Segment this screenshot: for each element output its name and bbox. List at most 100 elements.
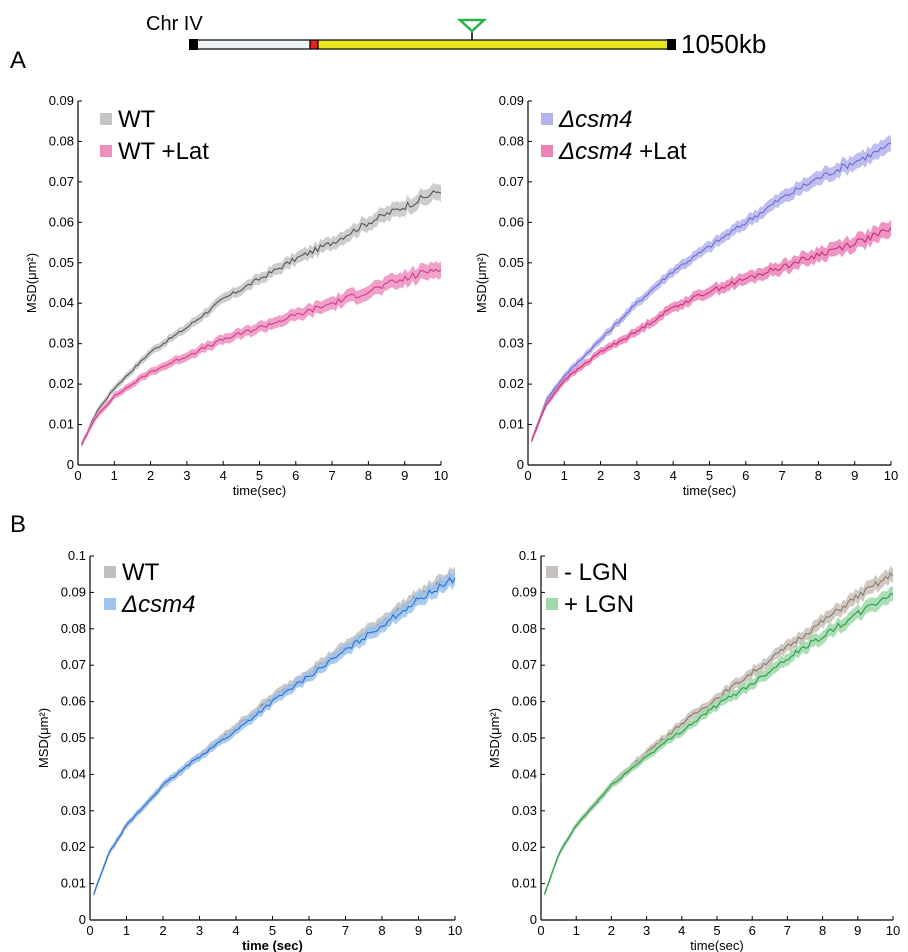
y-axis-label: MSD(μm²)	[474, 253, 489, 313]
series-band-1	[93, 570, 455, 897]
x-tick-label: 5	[706, 468, 713, 483]
x-tick-label: 4	[670, 468, 677, 483]
y-tick-label: 0.06	[512, 694, 537, 709]
x-tick-label: 5	[713, 923, 720, 938]
legend-label: Δcsm4	[558, 106, 632, 133]
x-tick-label: 6	[742, 468, 749, 483]
legend-label: WT +Lat	[118, 138, 209, 165]
y-tick-label: 0.1	[68, 548, 86, 563]
series-band-0	[81, 182, 441, 448]
chart-b-right: 0 1 2 3 4 5 6 7 8 9 10 0 0.01 0.02 0.03 0.04 0.05 0.06 0.0…	[487, 548, 900, 952]
legend-swatch	[546, 598, 558, 610]
x-tick-label: 7	[342, 923, 349, 938]
legend-swatch	[546, 566, 558, 578]
series-band-1	[81, 261, 441, 449]
x-tick-label: 0	[524, 468, 531, 483]
y-tick-label: 0.04	[512, 766, 537, 781]
y-tick-label: 0.09	[49, 93, 74, 108]
x-tick-label: 7	[784, 923, 791, 938]
x-tick-label: 8	[378, 923, 385, 938]
chart-a-right: 0 1 2 3 4 5 6 7 8 9 10 0 0.01 0.02 0.03 0.04 0.05 0.06 0.0…	[474, 93, 898, 498]
y-tick-label: 0.1	[519, 548, 537, 563]
y-tick-label: 0.07	[499, 174, 524, 189]
y-tick-label: 0.01	[61, 876, 86, 891]
locus-triangle-icon	[456, 18, 488, 33]
x-tick-label: 4	[220, 468, 227, 483]
chart-b-left: 0 1 2 3 4 5 6 7 8 9 10 0 0.01 0.02 0.03 0.04 0.05 0.06 0.0…	[36, 548, 462, 952]
chart-a-left: 0 1 2 3 4 5 6 7 8 9 10 0 0.01 0.02 0.03 0.04 0.05 0.06 0.0…	[24, 93, 448, 498]
chromosome-name: Chr IV	[146, 13, 203, 35]
x-tick-label: 1	[123, 923, 130, 938]
x-tick-label: 8	[815, 468, 822, 483]
x-tick-label: 6	[292, 468, 299, 483]
y-tick-label: 0	[530, 912, 537, 927]
y-tick-label: 0.01	[512, 876, 537, 891]
y-tick-label: 0.08	[512, 621, 537, 636]
y-tick-label: 0.04	[499, 295, 524, 310]
y-tick-label: 0.02	[512, 839, 537, 854]
x-tick-label: 0	[74, 468, 81, 483]
x-tick-label: 2	[597, 468, 604, 483]
y-tick-label: 0.09	[499, 93, 524, 108]
y-axis-label: MSD(μm²)	[36, 708, 51, 768]
x-tick-label: 0	[86, 923, 93, 938]
y-tick-label: 0.01	[49, 417, 74, 432]
y-tick-label: 0.08	[61, 621, 86, 636]
x-axis-label: time(sec)	[233, 483, 286, 498]
legend-swatch	[104, 566, 116, 578]
x-tick-label: 2	[608, 923, 615, 938]
series-line-1	[543, 593, 894, 895]
x-tick-label: 6	[305, 923, 312, 938]
x-tick-label: 5	[256, 468, 263, 483]
x-tick-label: 9	[854, 923, 861, 938]
x-axis-label: time(sec)	[683, 483, 736, 498]
panel-label-a: A	[10, 47, 26, 74]
y-tick-label: 0.02	[499, 376, 524, 391]
y-tick-label: 0.05	[499, 255, 524, 270]
chromosome-length: 1050kb	[681, 29, 766, 59]
chromosome-left-end	[189, 39, 198, 50]
x-tick-label: 7	[778, 468, 785, 483]
x-tick-label: 0	[537, 923, 544, 938]
legend-label: - LGN	[564, 559, 628, 586]
y-axis-label: MSD(μm²)	[487, 708, 502, 768]
x-axis-label: time(sec)	[690, 938, 743, 952]
chromosome-right-arm	[317, 39, 671, 50]
y-tick-label: 0.07	[49, 174, 74, 189]
y-tick-label: 0	[67, 457, 74, 472]
y-tick-label: 0	[517, 457, 524, 472]
y-tick-label: 0.07	[61, 657, 86, 672]
y-tick-label: 0.08	[499, 133, 524, 148]
legend-swatch	[541, 145, 553, 157]
x-tick-label: 9	[415, 923, 422, 938]
y-tick-label: 0.05	[61, 730, 86, 745]
y-tick-label: 0.01	[499, 417, 524, 432]
x-tick-label: 1	[111, 468, 118, 483]
y-tick-label: 0.09	[512, 584, 537, 599]
centromere-marker	[309, 39, 319, 50]
y-tick-label: 0.08	[49, 133, 74, 148]
y-tick-label: 0.02	[49, 376, 74, 391]
y-tick-label: 0.03	[61, 803, 86, 818]
x-tick-label: 1	[561, 468, 568, 483]
y-tick-label: 0.04	[49, 295, 74, 310]
x-tick-label: 4	[678, 923, 685, 938]
x-axis-label: time (sec)	[242, 938, 303, 952]
x-tick-label: 10	[448, 923, 462, 938]
series-band-0	[544, 565, 893, 897]
chromosome-schematic: Chr IV 1050kb	[146, 13, 766, 59]
series-line-1	[531, 227, 892, 442]
x-tick-label: 5	[269, 923, 276, 938]
legend-label: WT	[122, 559, 160, 586]
x-tick-label: 3	[196, 923, 203, 938]
x-tick-label: 9	[401, 468, 408, 483]
x-tick-label: 3	[183, 468, 190, 483]
y-tick-label: 0.04	[61, 766, 86, 781]
x-tick-label: 1	[573, 923, 580, 938]
legend-swatch	[104, 598, 116, 610]
series-line-0	[93, 572, 456, 895]
legend-swatch	[541, 113, 553, 125]
y-tick-label: 0.06	[61, 694, 86, 709]
legend-swatch	[100, 113, 112, 125]
